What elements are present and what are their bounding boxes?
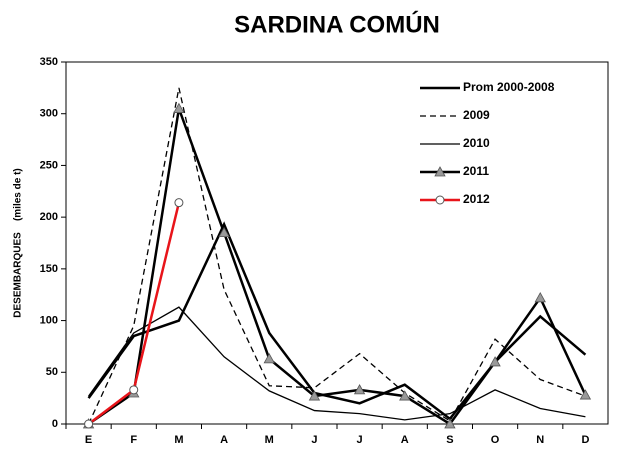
x-tick-label: J: [357, 434, 363, 446]
x-tick-label: N: [536, 434, 544, 446]
point: [218, 226, 230, 238]
legend-label: 2011: [463, 164, 489, 178]
y-tick-label: 350: [40, 56, 58, 68]
point: [174, 198, 184, 208]
legend-marker: [435, 195, 445, 205]
legend-label: 2012: [463, 192, 490, 206]
y-tick-label: 250: [40, 159, 58, 171]
chart-title: SARDINA COMÚN: [234, 10, 440, 38]
plot-area: [65, 61, 609, 425]
point: [84, 419, 94, 429]
series-line: [87, 221, 587, 421]
x-tick-label: A: [220, 434, 228, 446]
y-tick-label: 50: [46, 366, 58, 378]
x-tick-label: A: [401, 434, 409, 446]
series-line: [87, 87, 586, 425]
point: [308, 390, 321, 401]
y-tick-label: 150: [40, 263, 58, 275]
legend-label: 2010: [463, 136, 490, 150]
x-tick-label: M: [265, 434, 274, 446]
point: [579, 389, 592, 400]
x-tick-label: E: [85, 434, 92, 446]
x-tick-label: O: [491, 434, 500, 446]
y-tick-label: 100: [40, 314, 58, 326]
point: [444, 418, 456, 429]
point: [489, 356, 501, 367]
legend-marker: [434, 166, 446, 177]
point: [353, 384, 366, 395]
x-tick-label: M: [174, 434, 183, 446]
y-tick-label: 200: [40, 211, 58, 223]
x-tick-label: D: [581, 434, 589, 446]
series-line: [87, 103, 587, 426]
y-axis-label: DESEMBARQUES (miles de t): [13, 168, 24, 317]
point: [399, 390, 411, 401]
x-tick-label: S: [446, 434, 453, 446]
point: [263, 353, 275, 364]
legend-label: 2009: [463, 108, 490, 122]
y-tick-label: 0: [52, 418, 58, 430]
point: [534, 291, 546, 303]
legend-label: Prom 2000-2008: [463, 80, 555, 94]
point: [173, 102, 185, 113]
series-line: [88, 306, 586, 421]
x-tick-label: J: [311, 434, 317, 446]
x-tick-label: F: [130, 434, 137, 446]
point: [129, 385, 139, 395]
y-tick-label: 300: [40, 108, 58, 120]
